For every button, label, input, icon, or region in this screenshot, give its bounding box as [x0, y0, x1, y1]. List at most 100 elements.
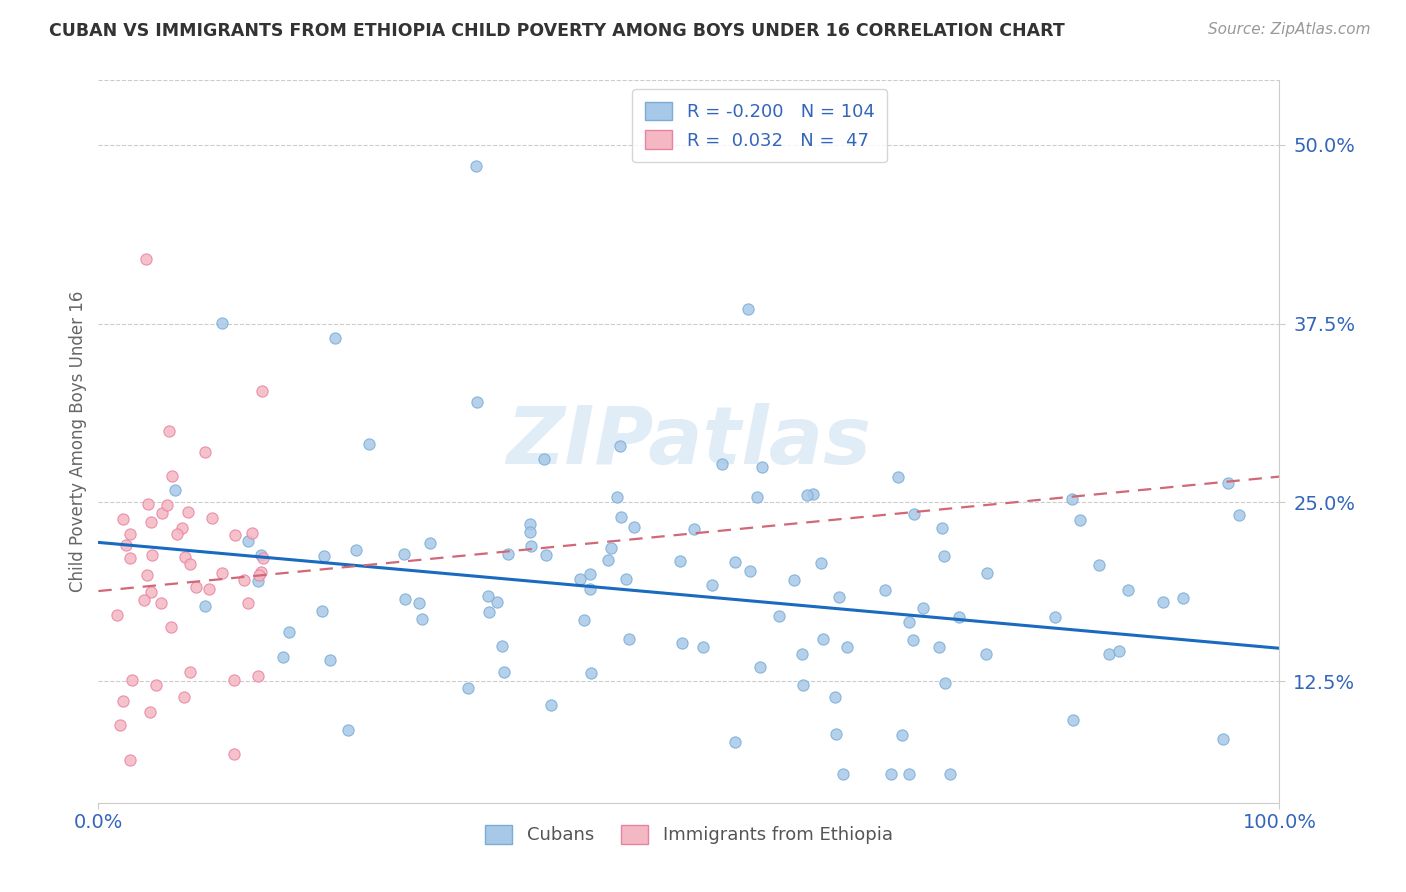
Point	[179, 665, 201, 679]
Point	[238, 596, 260, 610]
Text: ZIPatlas: ZIPatlas	[506, 402, 872, 481]
Point	[1116, 583, 1139, 598]
Point	[271, 649, 294, 664]
Point	[1045, 609, 1067, 624]
Point	[683, 523, 706, 537]
Point	[1152, 595, 1174, 609]
Point	[173, 549, 195, 564]
Point	[115, 538, 138, 552]
Point	[498, 548, 520, 562]
Point	[319, 653, 342, 667]
Point	[751, 459, 773, 474]
Point	[184, 581, 207, 595]
Point	[976, 566, 998, 580]
Point	[609, 510, 631, 524]
Point	[934, 676, 956, 690]
Point	[1069, 513, 1091, 527]
Point	[408, 596, 430, 610]
Point	[579, 567, 602, 582]
Point	[810, 556, 832, 570]
Point	[599, 541, 621, 555]
Point	[394, 592, 416, 607]
Point	[246, 574, 269, 588]
Point	[120, 526, 142, 541]
Point	[931, 521, 953, 535]
Point	[236, 533, 259, 548]
Point	[1108, 644, 1130, 658]
Point	[1218, 476, 1240, 491]
Point	[224, 528, 246, 542]
Point	[1098, 647, 1121, 661]
Point	[540, 698, 562, 712]
Point	[222, 747, 245, 762]
Text: Source: ZipAtlas.com: Source: ZipAtlas.com	[1208, 22, 1371, 37]
Point	[173, 690, 195, 705]
Point	[141, 585, 163, 599]
Point	[606, 491, 628, 505]
Point	[457, 681, 479, 695]
Point	[179, 557, 201, 571]
Y-axis label: Child Poverty Among Boys Under 16: Child Poverty Among Boys Under 16	[69, 291, 87, 592]
Point	[669, 554, 692, 568]
Point	[252, 551, 274, 566]
Point	[724, 555, 747, 569]
Point	[1087, 558, 1109, 572]
Point	[928, 640, 950, 655]
Point	[519, 517, 541, 532]
Point	[671, 636, 693, 650]
Point	[247, 668, 270, 682]
Point	[519, 524, 541, 539]
Point	[1227, 508, 1250, 523]
Point	[738, 564, 761, 578]
Point	[135, 568, 157, 582]
Point	[111, 512, 134, 526]
Point	[724, 735, 747, 749]
Point	[745, 490, 768, 504]
Point	[136, 497, 159, 511]
Point	[157, 424, 180, 438]
Point	[145, 678, 167, 692]
Point	[912, 601, 935, 615]
Point	[534, 548, 557, 562]
Point	[598, 552, 620, 566]
Point	[465, 395, 488, 409]
Point	[152, 507, 174, 521]
Point	[1173, 591, 1195, 605]
Point	[139, 515, 162, 529]
Point	[120, 550, 142, 565]
Point	[135, 252, 157, 266]
Point	[139, 705, 162, 719]
Point	[344, 542, 367, 557]
Point	[160, 468, 183, 483]
Point	[250, 548, 273, 562]
Point	[932, 549, 955, 563]
Point	[201, 511, 224, 525]
Point	[783, 573, 806, 587]
Point	[828, 590, 851, 604]
Point	[211, 566, 233, 580]
Point	[790, 647, 813, 661]
Point	[737, 302, 759, 317]
Point	[311, 604, 333, 618]
Point	[134, 592, 156, 607]
Point	[250, 565, 273, 579]
Text: CUBAN VS IMMIGRANTS FROM ETHIOPIA CHILD POVERTY AMONG BOYS UNDER 16 CORRELATION : CUBAN VS IMMIGRANTS FROM ETHIOPIA CHILD …	[49, 22, 1064, 40]
Point	[879, 767, 901, 781]
Point	[1062, 713, 1084, 727]
Point	[617, 632, 640, 646]
Point	[887, 470, 910, 484]
Point	[194, 445, 217, 459]
Point	[898, 615, 921, 629]
Point	[569, 572, 592, 586]
Point	[222, 673, 245, 687]
Point	[572, 613, 595, 627]
Point	[105, 607, 128, 622]
Point	[903, 507, 925, 521]
Point	[194, 599, 217, 614]
Point	[211, 316, 233, 330]
Point	[623, 520, 645, 534]
Point	[112, 693, 135, 707]
Point	[824, 690, 846, 704]
Point	[801, 487, 824, 501]
Point	[1060, 492, 1083, 507]
